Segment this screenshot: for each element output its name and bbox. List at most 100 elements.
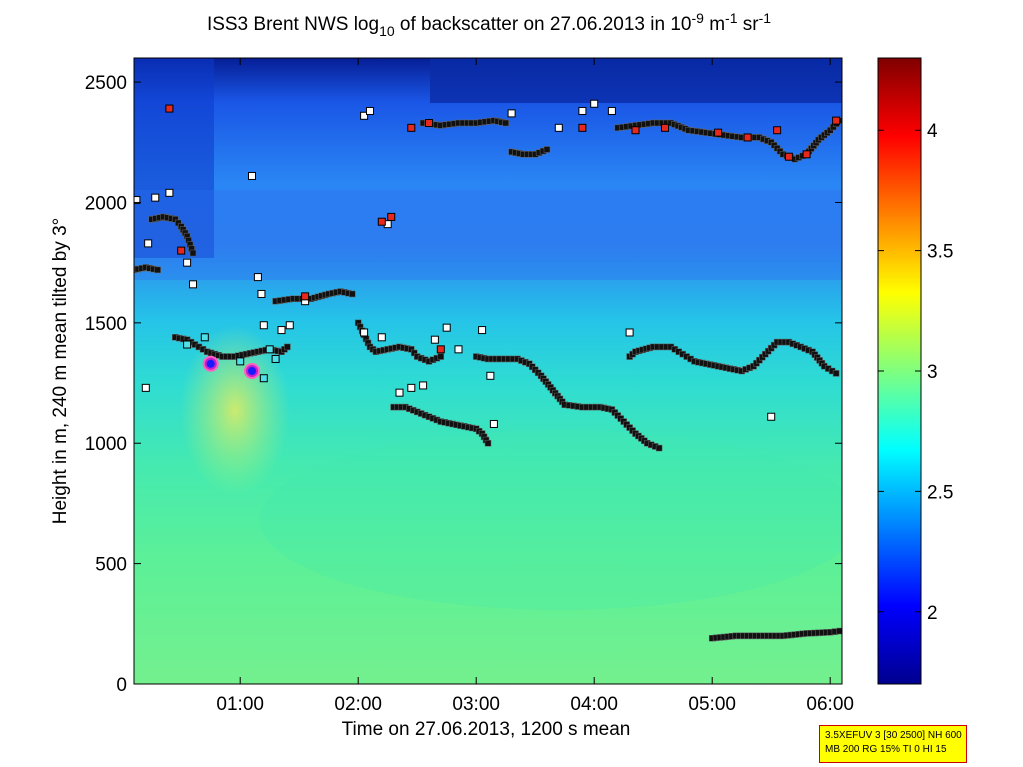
layer-marker (832, 370, 840, 377)
cloud-marker-white (248, 171, 256, 180)
green-lower-zone (260, 430, 842, 610)
top-dark-band (430, 58, 842, 103)
cloud-marker-white (507, 109, 516, 118)
cloud-marker-red (165, 104, 174, 113)
cloud-marker-white (625, 328, 634, 337)
colorbar-tick-label: 4 (927, 121, 938, 142)
infobox-line-2: MB 200 RG 15% TI 0 HI 15 (825, 744, 947, 755)
y-axis-label: Height in m, 240 m mean tilted by 3° (50, 218, 71, 524)
cloud-marker-red (407, 123, 416, 132)
cloud-marker-red (773, 126, 782, 135)
mid-blue-band (134, 190, 842, 280)
hotspot-core (206, 359, 215, 368)
cloud-marker-red (425, 119, 433, 128)
colorbar-tick-label: 3 (927, 362, 938, 383)
cloud-marker-white (285, 321, 294, 330)
cloud-marker-white (141, 383, 150, 392)
x-tick-label: 01:00 (216, 694, 264, 715)
settings-infobox: 3.5XEFUV 3 [30 2500] NH 600 MB 200 RG 15… (819, 725, 967, 763)
cloud-marker-white (366, 106, 374, 115)
cloud-marker-white (607, 106, 616, 115)
y-tick-label: 1500 (85, 314, 127, 335)
cloud-marker-white (590, 99, 599, 108)
cloud-marker-cyan (200, 333, 209, 342)
cloud-marker-white (442, 323, 451, 332)
cloud-marker-white (377, 333, 386, 342)
cloud-marker-white (134, 196, 141, 205)
x-axis-label: Time on 27.06.2013, 1200 s mean (342, 719, 631, 740)
cloud-marker-red (387, 212, 396, 221)
cloud-marker-cyan (236, 357, 245, 366)
layer-marker (484, 439, 492, 447)
cloud-marker-red (631, 126, 640, 135)
infobox-line-1: 3.5XEFUV 3 [30 2500] NH 600 (825, 730, 962, 741)
cloud-marker-white (151, 193, 160, 202)
cloud-marker-red (578, 123, 587, 132)
layer-marker (502, 119, 509, 127)
chart-title: ISS3 Brent NWS log10 of backscatter on 2… (207, 10, 771, 39)
colorbar (877, 57, 922, 685)
colorbar-ticks: 2 2.5 3 3.5 4 (878, 121, 953, 624)
cloud-marker-red (177, 246, 186, 255)
cloud-marker-white (407, 383, 416, 392)
cloud-marker-cyan (265, 345, 274, 354)
y-tick-label: 1000 (85, 434, 127, 455)
cloud-marker-white (189, 280, 197, 289)
cloud-marker-white (259, 321, 268, 330)
cloud-marker-white (767, 412, 776, 421)
cloud-marker-cyan (271, 354, 280, 363)
x-tick-label: 03:00 (452, 694, 500, 715)
left-dark-band (134, 58, 214, 258)
colorbar-tick-label: 2.5 (927, 482, 953, 503)
cloud-marker-white (489, 419, 498, 428)
hotspot-core (248, 367, 256, 375)
y-tick-label: 500 (95, 555, 127, 576)
cloud-marker-red (301, 292, 310, 301)
layer-marker (836, 627, 842, 635)
cloud-marker-cyan (259, 374, 268, 383)
x-tick-label: 06:00 (806, 694, 854, 715)
y-tick-label: 0 (116, 675, 127, 696)
x-tick-label: 02:00 (334, 694, 382, 715)
cloud-marker-red (714, 128, 723, 137)
y-tick-label: 2000 (85, 193, 127, 214)
cloud-marker-red (661, 123, 669, 132)
cloud-marker-red (802, 150, 811, 159)
cloud-marker-white (144, 239, 153, 248)
colorbar-tick-label: 3.5 (927, 242, 953, 263)
cloud-marker-white (253, 273, 262, 282)
cloud-marker-white (478, 326, 487, 335)
cloud-marker-red (377, 217, 386, 226)
plot-area (134, 58, 842, 684)
x-axis: 01:00 02:00 03:00 04:00 05:00 06:00 (216, 58, 854, 715)
cloud-marker-white (554, 123, 563, 132)
cloud-marker-white (430, 335, 439, 344)
layer-marker (543, 146, 551, 153)
cloud-marker-white (578, 106, 587, 115)
layer-marker (349, 290, 356, 298)
cloud-marker-white (419, 381, 428, 390)
cloud-marker-white (360, 111, 369, 120)
colorbar-tick-label: 2 (927, 603, 938, 624)
x-tick-label: 05:00 (688, 694, 736, 715)
cloud-marker-red (832, 116, 841, 125)
layer-marker (189, 249, 197, 257)
cloud-marker-white (257, 289, 266, 298)
cloud-marker-white (395, 388, 404, 397)
layer-marker (655, 444, 663, 452)
cloud-marker-white (183, 258, 192, 267)
cloud-marker-red (743, 133, 752, 142)
cloud-marker-white (165, 188, 174, 197)
cloud-marker-white (454, 345, 463, 354)
cloud-marker-white (360, 328, 369, 337)
layer-marker (284, 343, 291, 351)
cloud-marker-white (277, 326, 286, 335)
x-tick-label: 04:00 (570, 694, 618, 715)
plot-frame (133, 57, 843, 685)
layer-marker (437, 353, 445, 360)
cloud-marker-cyan (183, 340, 192, 349)
y-tick-label: 2500 (85, 73, 127, 94)
scatter-group (134, 99, 841, 428)
layer-series-group (134, 117, 842, 642)
